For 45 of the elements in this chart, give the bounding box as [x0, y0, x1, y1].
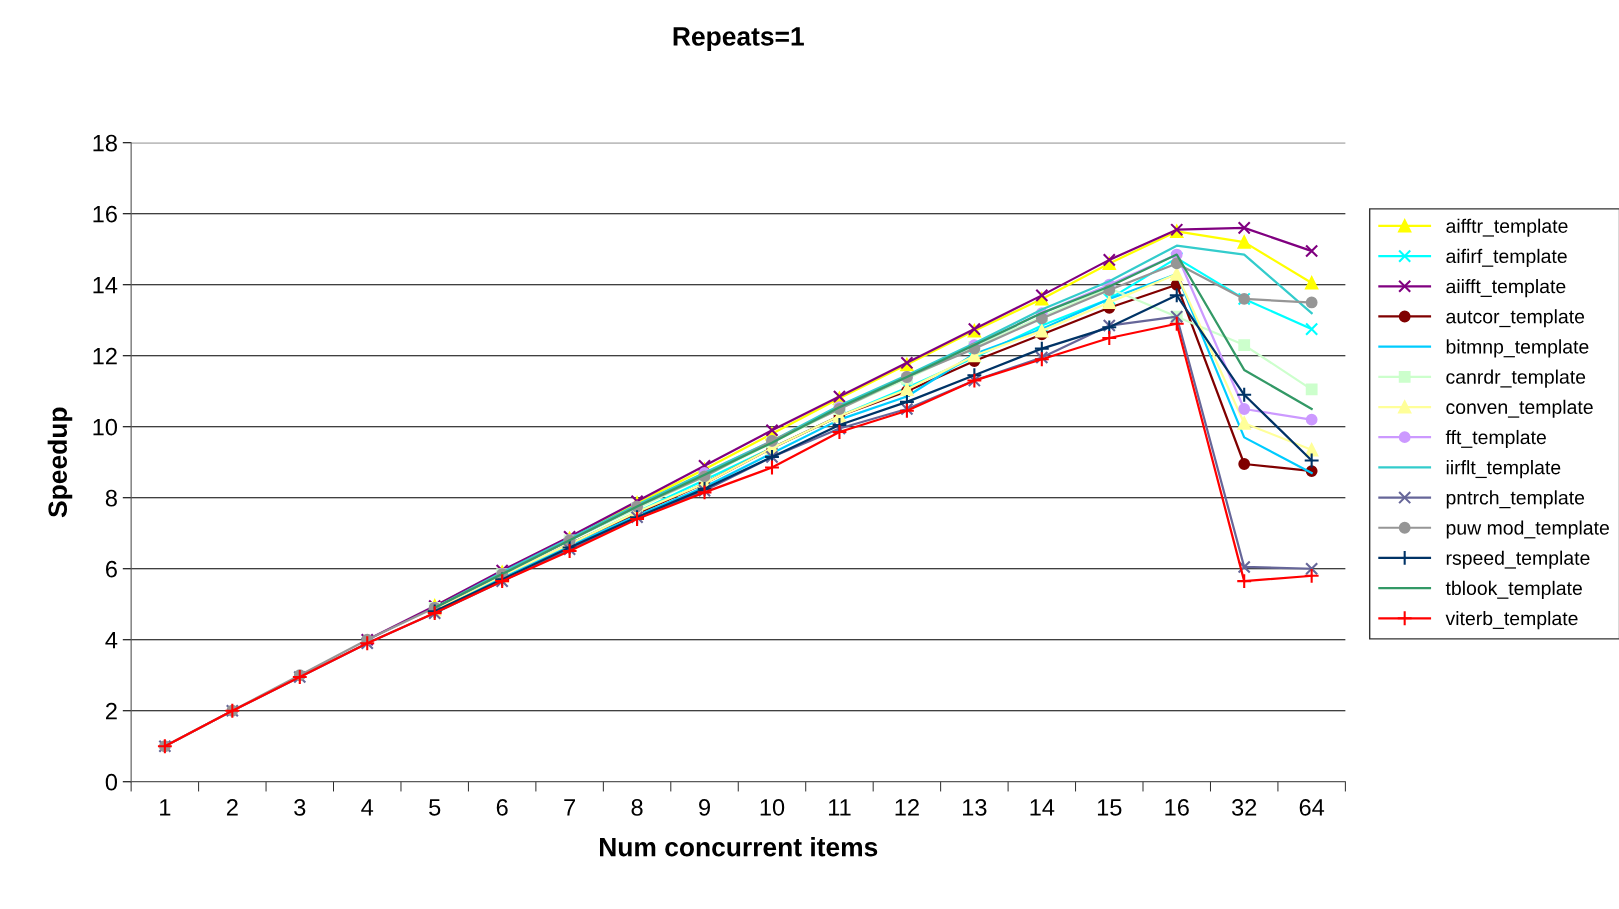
chart-title: Repeats=1	[673, 27, 804, 51]
x-tick-label: 15	[1097, 799, 1122, 816]
y-tick-label: 0	[105, 773, 118, 791]
legend-label: viterb_template	[1445, 611, 1578, 630]
x-tick-label: 9	[699, 799, 710, 816]
x-tick-label: 13	[963, 799, 987, 816]
legend-label: fft_template	[1445, 429, 1546, 449]
x-tick-label: 6	[496, 799, 508, 816]
x-tick-label: 8	[631, 799, 643, 816]
y-tick-label: 16	[93, 205, 117, 223]
x-tick-label: 32	[1231, 799, 1257, 816]
legend-label: rspeed_template	[1446, 550, 1590, 569]
y-tick-label: 2	[106, 702, 117, 720]
x-tick-label: 1	[160, 799, 171, 816]
legend-label: aifftr_template	[1446, 218, 1568, 237]
legend-label: canrdr_template	[1446, 369, 1586, 388]
legend-label: iirflt_template	[1446, 460, 1561, 479]
y-axis-title: Speedup	[47, 407, 73, 518]
x-tick-label: 64	[1299, 799, 1325, 816]
y-tick-label: 14	[93, 277, 118, 294]
x-tick-label: 11	[828, 799, 851, 816]
x-tick-label: 10	[760, 799, 785, 816]
x-tick-label: 5	[429, 799, 441, 816]
legend-label: bitmnp_template	[1446, 339, 1589, 358]
x-tick-label: 2	[226, 799, 238, 816]
y-tick-label: 10	[93, 418, 118, 436]
legend-label: puw mod_template	[1446, 520, 1609, 539]
legend-label: conven_template	[1446, 399, 1593, 418]
y-tick-label: 18	[93, 134, 117, 152]
legend-label: pntrch_template	[1446, 490, 1585, 509]
x-tick-label: 4	[361, 799, 374, 816]
legend-label: tblook_template	[1445, 580, 1582, 599]
x-tick-label: 14	[1030, 799, 1055, 816]
y-tick-label: 4	[105, 632, 118, 649]
x-tick-label: 3	[294, 799, 306, 816]
legend-label: aifirf_template	[1446, 248, 1567, 267]
y-tick-label: 12	[93, 347, 117, 365]
x-tick-label: 16	[1165, 799, 1189, 816]
y-tick-label: 8	[105, 489, 117, 507]
legend-label: aiifft_template	[1446, 279, 1566, 298]
x-axis-title: Num concurrent items	[600, 837, 878, 857]
y-tick-label: 6	[106, 560, 117, 578]
x-tick-label: 12	[895, 799, 919, 816]
legend-label: autcor_template	[1446, 309, 1585, 328]
x-tick-label: 7	[564, 799, 575, 816]
